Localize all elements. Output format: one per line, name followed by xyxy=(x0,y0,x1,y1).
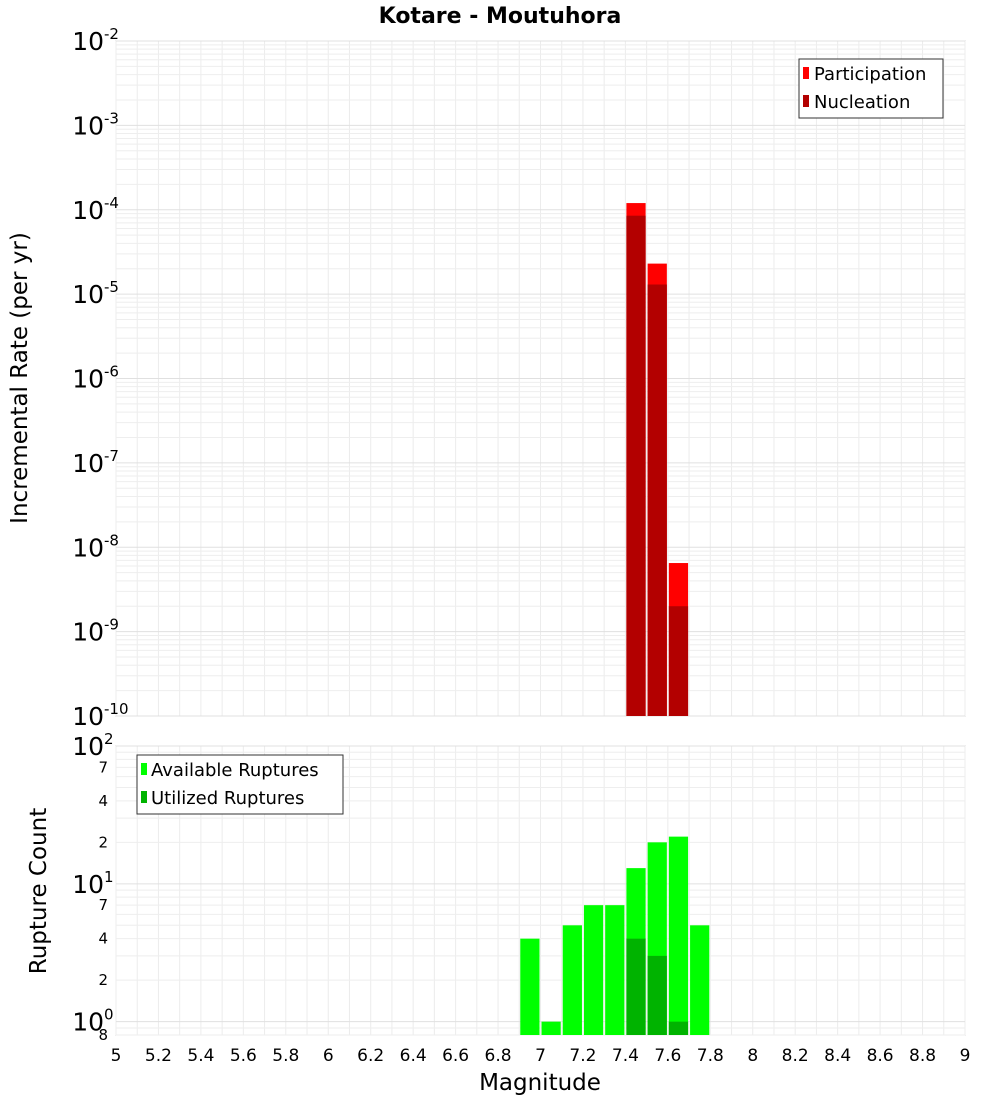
x-tick-label: 5.8 xyxy=(272,1046,299,1066)
count-y-tick-minor-label: 2 xyxy=(98,833,108,851)
rate-y-tick-exponent: -6 xyxy=(104,363,119,381)
bar-available-ruptures-7.05 xyxy=(541,1021,561,1035)
count-y-tick-label: 10 xyxy=(72,1008,104,1037)
x-tick-label: 7.2 xyxy=(569,1046,596,1066)
legend-label-participation: Participation xyxy=(814,64,926,85)
rate-legend-box xyxy=(798,58,944,119)
rate-y-tick-exponent: -8 xyxy=(104,531,119,549)
rate-gridlines xyxy=(115,40,966,717)
count-y-tick-minor-label: 8 xyxy=(98,1026,108,1044)
count-legend-box xyxy=(136,754,344,815)
rate-y-tick-label: 10 xyxy=(72,111,104,140)
bar-available-ruptures-7.25 xyxy=(583,905,604,1035)
x-tick-label: 8.4 xyxy=(824,1046,851,1066)
count-y-tick-minor-label: 7 xyxy=(98,896,108,914)
rate-y-tick-label: 10 xyxy=(72,196,104,225)
x-tick-label: 5.4 xyxy=(187,1046,214,1066)
legend-label-available-ruptures: Available Ruptures xyxy=(151,760,319,781)
rate-y-tick-label: 10 xyxy=(72,702,104,731)
count-y-axis-label: Rupture Count xyxy=(26,808,52,974)
legend-swatch-nucleation xyxy=(803,95,809,107)
x-tick-label: 6.8 xyxy=(485,1046,512,1066)
rate-y-tick-label: 10 xyxy=(72,365,104,394)
rate-y-tick-label: 10 xyxy=(72,533,104,562)
count-y-tick-exponent: 0 xyxy=(104,1006,114,1024)
x-tick-label: 7.6 xyxy=(654,1046,681,1066)
rate-y-tick-exponent: -2 xyxy=(104,25,119,43)
count-y-tick-label: 10 xyxy=(72,732,104,761)
bar-available-ruptures-7.35 xyxy=(605,905,625,1035)
count-y-tick-exponent: 2 xyxy=(104,730,114,748)
bar-utilized-ruptures-7.55 xyxy=(647,955,667,1035)
x-tick-label: 8.6 xyxy=(867,1046,894,1066)
count-y-tick-minor-label: 4 xyxy=(98,930,108,948)
rate-y-tick-exponent: -10 xyxy=(104,700,129,718)
bar-available-ruptures-7.75 xyxy=(690,925,710,1035)
bar-available-ruptures-6.95 xyxy=(520,938,540,1035)
bar-available-ruptures-7.65 xyxy=(668,836,689,1035)
count-bars xyxy=(520,836,710,1035)
rate-y-tick-label: 10 xyxy=(72,280,104,309)
x-tick-label: 6.2 xyxy=(357,1046,384,1066)
count-y-tick-label: 10 xyxy=(72,870,104,899)
rate-y-tick-exponent: -3 xyxy=(104,109,119,127)
chart-title: Kotare - Moutuhora xyxy=(379,4,622,29)
rate-y-tick-exponent: -9 xyxy=(104,616,119,634)
x-tick-label: 8 xyxy=(747,1046,758,1066)
x-axis-label: Magnitude xyxy=(479,1070,601,1096)
x-tick-label: 9 xyxy=(960,1046,971,1066)
count-y-tick-exponent: 1 xyxy=(104,868,114,886)
rate-y-tick-exponent: -4 xyxy=(104,194,119,212)
bar-available-ruptures-7.15 xyxy=(562,925,582,1035)
x-tick-label: 8.2 xyxy=(782,1046,809,1066)
legend-label-nucleation: Nucleation xyxy=(814,92,910,113)
rate-y-tick-exponent: -7 xyxy=(104,447,119,465)
x-tick-label: 7.4 xyxy=(612,1046,639,1066)
x-tick-label: 5.2 xyxy=(145,1046,172,1066)
legend-swatch-participation xyxy=(803,67,809,79)
x-tick-label: 8.8 xyxy=(909,1046,936,1066)
x-tick-label: 7 xyxy=(535,1046,546,1066)
x-tick-label: 5 xyxy=(111,1046,122,1066)
bar-nucleation-7.45 xyxy=(626,215,646,717)
x-tick-label: 5.6 xyxy=(230,1046,257,1066)
rate-y-axis-label: Incremental Rate (per yr) xyxy=(7,232,33,524)
rate-y-tick-exponent: -5 xyxy=(104,278,119,296)
bar-nucleation-7.65 xyxy=(668,606,689,716)
x-tick-label: 6.4 xyxy=(400,1046,427,1066)
x-axis-ticks: 5 5.2 5.4 5.6 5.8 6 6.2 6.4 6.6 6.8 7 7.2 7.4 7.6 7.8 8… xyxy=(111,1046,971,1066)
count-legend: Available Ruptures Utilized Ruptures xyxy=(136,754,344,815)
rate-y-tick-label: 10 xyxy=(72,27,104,56)
x-tick-label: 7.8 xyxy=(697,1046,724,1066)
count-y-tick-minor-label: 4 xyxy=(98,792,108,810)
bar-nucleation-7.55 xyxy=(647,284,667,716)
legend-swatch-utilized-ruptures xyxy=(141,791,147,803)
count-y-tick-minor-label: 7 xyxy=(98,758,108,776)
rate-y-tick-label: 10 xyxy=(72,449,104,478)
bar-utilized-ruptures-7.45 xyxy=(626,938,646,1035)
bar-utilized-ruptures-7.65 xyxy=(668,1021,689,1035)
rate-bars xyxy=(626,203,689,717)
x-tick-label: 6 xyxy=(323,1046,334,1066)
rate-y-tick-label: 10 xyxy=(72,618,104,647)
rate-legend: Participation Nucleation xyxy=(798,58,944,119)
count-y-tick-minor-label: 2 xyxy=(98,971,108,989)
legend-label-utilized-ruptures: Utilized Ruptures xyxy=(151,788,304,809)
x-tick-label: 6.6 xyxy=(442,1046,469,1066)
legend-swatch-available-ruptures xyxy=(141,763,147,775)
